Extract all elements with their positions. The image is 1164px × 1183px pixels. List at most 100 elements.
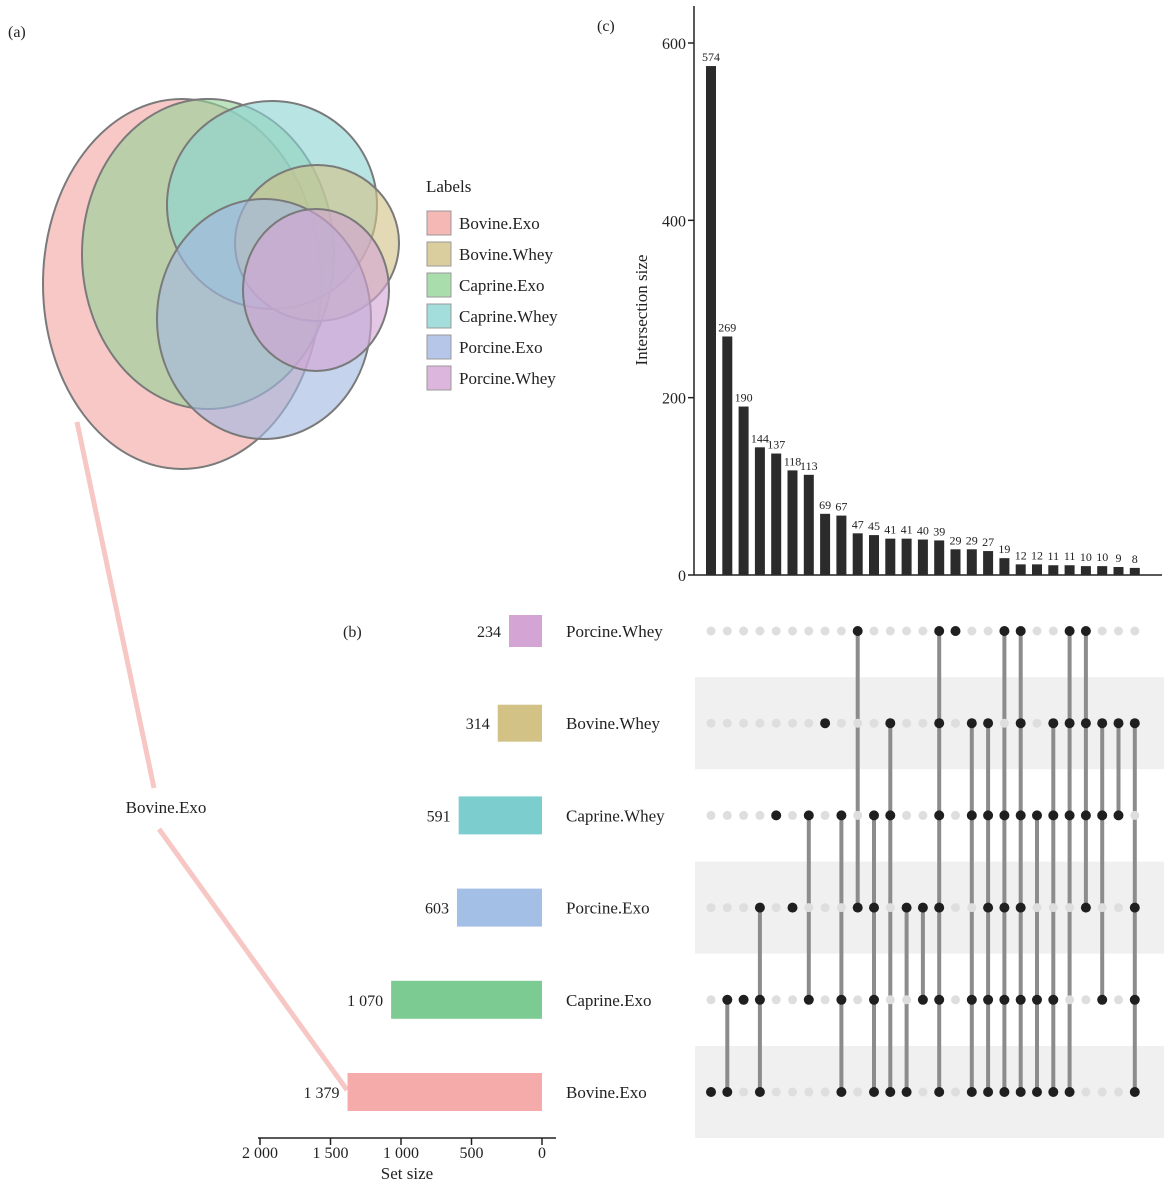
matrix-dot-filled — [869, 1087, 879, 1097]
matrix-dot-filled — [934, 994, 945, 1005]
matrix-row-band — [695, 861, 1164, 954]
matrix-dot-filled — [852, 902, 863, 913]
intersection-bar — [787, 470, 798, 575]
matrix-dot-empty — [1130, 810, 1140, 820]
matrix-dot-filled — [983, 902, 994, 913]
matrix-dot-empty — [820, 1087, 830, 1097]
matrix-dot-empty — [902, 995, 912, 1005]
matrix-dot-filled — [1064, 1087, 1075, 1097]
matrix-dot-filled — [917, 902, 928, 913]
intersection-bar-label: 269 — [718, 320, 736, 334]
legend-label-bovine-whey: Bovine.Whey — [459, 245, 553, 264]
legend-label-porcine-whey: Porcine.Whey — [459, 369, 556, 388]
set-size-value-porcine-whey: 234 — [477, 624, 501, 641]
intersection-bar-label: 29 — [966, 533, 978, 547]
matrix-dot-empty — [706, 903, 716, 913]
set-size-bar-bovine-exo — [347, 1073, 542, 1111]
venn-diagram — [42, 98, 400, 470]
legend-swatch-caprine-exo — [426, 272, 452, 298]
matrix-dot-filled — [1064, 810, 1075, 821]
matrix-dot-filled — [1015, 994, 1026, 1005]
panel-label-a: (a) — [8, 24, 26, 41]
matrix-dot-filled — [836, 810, 847, 821]
matrix-dot-empty — [771, 718, 781, 728]
matrix-dot-empty — [739, 718, 749, 728]
matrix-dot-empty — [853, 1087, 863, 1097]
intersection-bar-label: 574 — [702, 50, 720, 64]
intersection-bar — [1064, 565, 1075, 575]
matrix-dot-empty — [706, 810, 716, 820]
intersection-bar-label: 9 — [1116, 551, 1122, 565]
matrix-dot-empty — [918, 718, 928, 728]
intersection-bar-label: 39 — [933, 524, 945, 538]
intersection-bar-label: 45 — [868, 519, 880, 533]
set-size-value-porcine-exo: 603 — [425, 901, 449, 918]
matrix-dot-filled — [869, 902, 879, 913]
matrix-dot-filled — [901, 1087, 912, 1097]
matrix-dot-filled — [852, 626, 863, 636]
venn-callout: Bovine.Exo — [74, 421, 350, 1092]
x-axis-title: Set size — [381, 1164, 433, 1183]
intersection-bar — [836, 515, 847, 575]
set-size-chart: 234 Porcine.Whey 314 Bovine.Whey 591 Caprine.… — [242, 615, 665, 1183]
matrix-dot-filled — [1080, 718, 1091, 729]
intersection-bar-label: 8 — [1132, 552, 1138, 566]
set-name-porcine-whey: Porcine.Whey — [566, 622, 663, 641]
set-size-bar-porcine-exo — [456, 888, 542, 927]
matrix-dot-filled — [999, 1087, 1010, 1097]
matrix-dot-filled — [1048, 810, 1059, 821]
callout-line-lower — [156, 827, 350, 1092]
matrix-dot-empty — [1081, 1087, 1091, 1097]
matrix-dot-filled — [803, 994, 814, 1005]
set-name-caprine-exo: Caprine.Exo — [566, 991, 651, 1010]
matrix-dot-empty — [967, 626, 977, 636]
matrix-dot-filled — [1129, 1087, 1140, 1097]
x-tick-label: 500 — [460, 1145, 484, 1162]
intersection-bar — [706, 66, 716, 575]
matrix-dot-filled — [1080, 810, 1091, 821]
intersection-bar — [1015, 564, 1026, 575]
matrix-dot-filled — [917, 994, 928, 1005]
matrix-dot-empty — [999, 718, 1009, 728]
y-tick-label: 400 — [662, 213, 686, 230]
matrix-dot-empty — [820, 903, 830, 913]
matrix-dot-empty — [1032, 626, 1042, 636]
matrix-dot-empty — [722, 810, 732, 820]
intersection-bar — [966, 549, 977, 575]
intersection-bar-label: 41 — [884, 523, 896, 537]
matrix-dot-empty — [706, 718, 716, 728]
set-size-value-caprine-whey: 591 — [427, 808, 451, 825]
matrix-dot-filled — [885, 718, 896, 729]
y-tick-label: 600 — [662, 36, 686, 53]
legend-label-caprine-exo: Caprine.Exo — [459, 276, 544, 295]
matrix-dot-filled — [820, 718, 831, 729]
matrix-dot-empty — [1032, 718, 1042, 728]
intersection-bar-label: 69 — [819, 498, 831, 512]
set-size-value-caprine-exo: 1 070 — [347, 993, 383, 1010]
matrix-dot-filled — [999, 994, 1010, 1005]
matrix-row-band — [695, 677, 1164, 770]
matrix-dot-empty — [853, 810, 863, 820]
legend-swatch-bovine-whey — [426, 241, 452, 267]
y-tick-label: 200 — [662, 391, 686, 408]
intersection-bar — [771, 453, 782, 575]
intersection-bar-label: 11 — [1048, 549, 1060, 563]
matrix-dot-empty — [836, 626, 846, 636]
matrix-dot-filled — [966, 1087, 977, 1097]
matrix-dot-empty — [739, 1087, 749, 1097]
matrix-dot-empty — [820, 810, 830, 820]
set-name-porcine-exo: Porcine.Exo — [566, 899, 650, 918]
matrix-dot-empty — [869, 718, 879, 728]
intersection-bar — [869, 535, 879, 575]
matrix-dot-empty — [804, 626, 814, 636]
intersection-bar — [983, 551, 994, 575]
intersection-bar — [1048, 565, 1059, 575]
matrix-dot-filled — [1015, 718, 1026, 729]
intersection-bar — [917, 539, 928, 575]
matrix-dot-empty — [1065, 995, 1075, 1005]
intersection-bar-label: 40 — [917, 524, 929, 538]
matrix-dot-empty — [820, 995, 830, 1005]
set-name-caprine-whey: Caprine.Whey — [566, 806, 665, 825]
intersection-bar-label: 190 — [735, 391, 753, 405]
